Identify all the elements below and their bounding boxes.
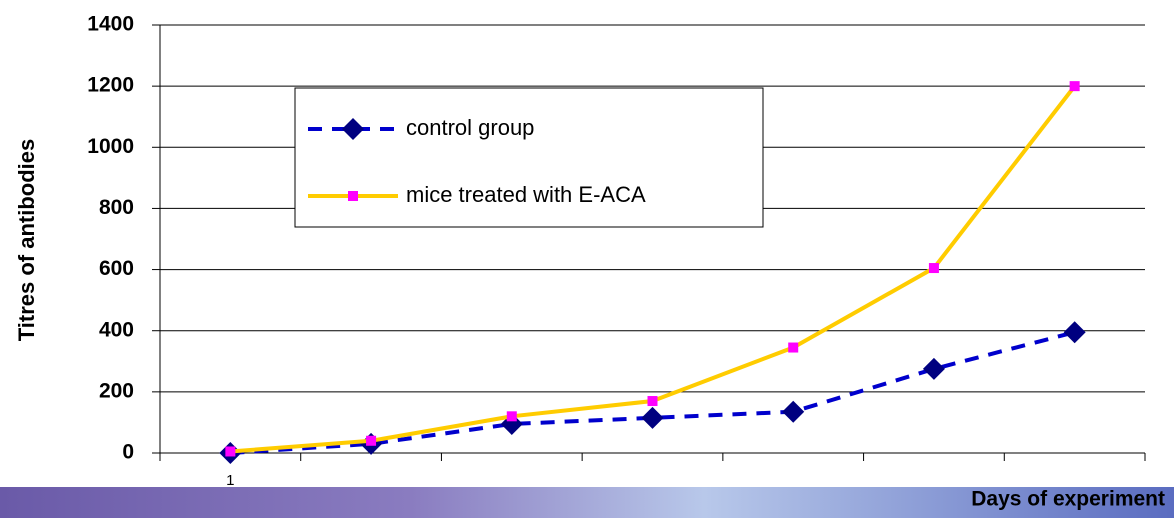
footer-band	[0, 487, 1174, 518]
y-axis-title: Titres of antibodies	[14, 139, 39, 342]
data-point	[647, 396, 658, 407]
legend-box	[294, 87, 764, 228]
x-tick-label: 1	[226, 472, 234, 489]
data-point	[225, 446, 236, 457]
data-point	[1069, 81, 1080, 92]
data-point	[928, 263, 939, 274]
series-line	[230, 330, 1076, 455]
y-tick-label: 1400	[87, 13, 134, 36]
y-tick-label: 0	[122, 441, 134, 464]
legend-label: mice treated with E-ACA	[406, 182, 646, 207]
legend-label: control group	[406, 115, 534, 140]
data-point	[1063, 321, 1086, 344]
legend-marker	[348, 191, 358, 201]
data-point	[788, 342, 799, 353]
x-axis-title: Days of experiment	[971, 488, 1165, 511]
y-tick-label: 800	[99, 196, 134, 219]
legend-marker	[342, 118, 364, 140]
data-point	[641, 406, 664, 429]
y-tick-label: 400	[99, 318, 134, 341]
y-tick-label: 1000	[87, 135, 134, 158]
data-point	[366, 435, 377, 446]
data-point	[922, 357, 945, 380]
data-point	[506, 411, 517, 422]
y-tick-label: 600	[99, 257, 134, 280]
data-point	[782, 400, 805, 423]
y-tick-label: 1200	[87, 74, 134, 97]
y-tick-label: 200	[99, 379, 134, 402]
